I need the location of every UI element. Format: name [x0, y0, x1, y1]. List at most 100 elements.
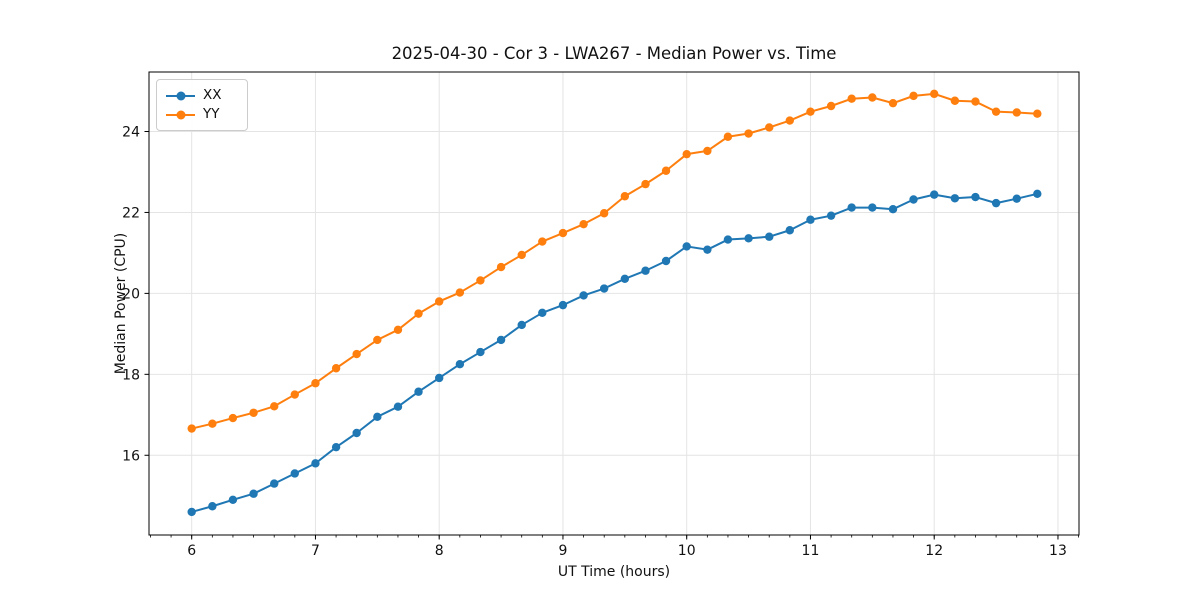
- data-point: [868, 93, 877, 102]
- data-point: [290, 390, 299, 399]
- data-point: [393, 325, 403, 335]
- data-point: [888, 205, 898, 214]
- data-point: [723, 132, 733, 141]
- chart-title: 2025-04-30 - Cor 3 - LWA267 - Median Pow…: [391, 44, 837, 63]
- data-point: [414, 387, 423, 396]
- data-point: [1012, 194, 1021, 203]
- data-point: [1033, 109, 1042, 118]
- data-point: [228, 495, 238, 504]
- data-point: [187, 424, 196, 433]
- x-tick-label: 6: [187, 543, 196, 559]
- data-point: [579, 219, 588, 229]
- legend-item-yy: YY: [166, 105, 237, 124]
- data-point: [806, 215, 815, 224]
- y-tick-label: 24: [122, 124, 140, 140]
- data-point: [517, 320, 526, 330]
- data-point: [270, 402, 279, 411]
- data-point: [517, 250, 526, 260]
- data-point: [744, 234, 753, 243]
- y-tick-label: 16: [122, 448, 140, 464]
- data-point: [1033, 189, 1042, 199]
- data-point: [703, 146, 712, 156]
- data-point: [373, 335, 382, 345]
- legend-marker-icon: [176, 91, 185, 100]
- y-axis-label: Median Power (CPU): [113, 232, 129, 375]
- data-point: [352, 428, 361, 438]
- data-point: [661, 166, 671, 175]
- data-point: [826, 211, 836, 220]
- data-point: [414, 309, 423, 318]
- data-point: [641, 266, 650, 275]
- data-point: [496, 335, 506, 345]
- data-point: [558, 228, 568, 238]
- x-tick-label: 8: [435, 543, 444, 559]
- data-point: [847, 94, 856, 103]
- data-point: [888, 98, 898, 108]
- data-point: [558, 300, 568, 310]
- data-point: [270, 479, 279, 488]
- x-axis-label: UT Time (hours): [557, 564, 671, 580]
- data-point: [930, 190, 939, 199]
- data-point: [393, 402, 403, 411]
- data-point: [950, 96, 960, 105]
- plot-border: [148, 71, 1080, 536]
- data-point: [435, 373, 444, 383]
- data-point: [187, 507, 196, 517]
- data-point: [765, 232, 774, 241]
- series-XX-markers: [187, 189, 1042, 517]
- data-point: [331, 364, 341, 373]
- data-point: [703, 245, 712, 254]
- data-point: [723, 235, 733, 244]
- data-point: [661, 256, 671, 266]
- data-point: [331, 442, 341, 452]
- data-point: [476, 276, 485, 285]
- legend: XX YY: [156, 79, 248, 131]
- data-point: [352, 349, 361, 359]
- data-point: [950, 194, 960, 203]
- data-point: [744, 129, 753, 138]
- legend-item-xx: XX: [166, 86, 237, 105]
- data-point: [599, 284, 609, 293]
- data-point: [868, 203, 877, 212]
- x-tick-label: 12: [925, 543, 943, 559]
- data-point: [682, 242, 691, 251]
- data-point: [847, 203, 856, 212]
- data-point: [806, 107, 815, 116]
- data-point: [228, 413, 238, 423]
- data-point: [765, 123, 774, 132]
- axis-ticks: 6 7 8 9 10 11 12 13 16 18 20 22 24: [122, 124, 1079, 559]
- data-point: [249, 489, 258, 498]
- data-point: [249, 408, 258, 417]
- data-point: [909, 91, 918, 101]
- data-point: [435, 297, 444, 306]
- data-point: [785, 116, 794, 125]
- data-point: [991, 107, 1001, 116]
- legend-label: YY: [203, 105, 220, 122]
- legend-label: XX: [203, 86, 222, 103]
- data-point: [208, 502, 217, 511]
- data-point: [496, 262, 506, 272]
- data-point: [930, 89, 939, 99]
- data-point: [455, 288, 465, 297]
- data-point: [785, 226, 794, 235]
- data-point: [538, 308, 547, 318]
- legend-line-sample-icon: [166, 91, 195, 100]
- legend-marker-icon: [176, 110, 185, 119]
- data-point: [476, 347, 485, 357]
- legend-line-sample-icon: [166, 110, 195, 119]
- data-point: [620, 192, 630, 201]
- data-point: [991, 198, 1001, 208]
- y-tick-label: 20: [122, 286, 140, 302]
- data-point: [826, 101, 836, 111]
- series-YY-line: [191, 92, 1038, 430]
- x-tick-label: 10: [678, 543, 696, 559]
- data-point: [971, 97, 980, 106]
- data-point: [579, 291, 588, 300]
- data-point: [909, 195, 918, 204]
- data-point: [538, 237, 547, 246]
- data-point: [682, 149, 691, 159]
- data-point: [1012, 108, 1021, 117]
- y-tick-label: 18: [122, 367, 140, 383]
